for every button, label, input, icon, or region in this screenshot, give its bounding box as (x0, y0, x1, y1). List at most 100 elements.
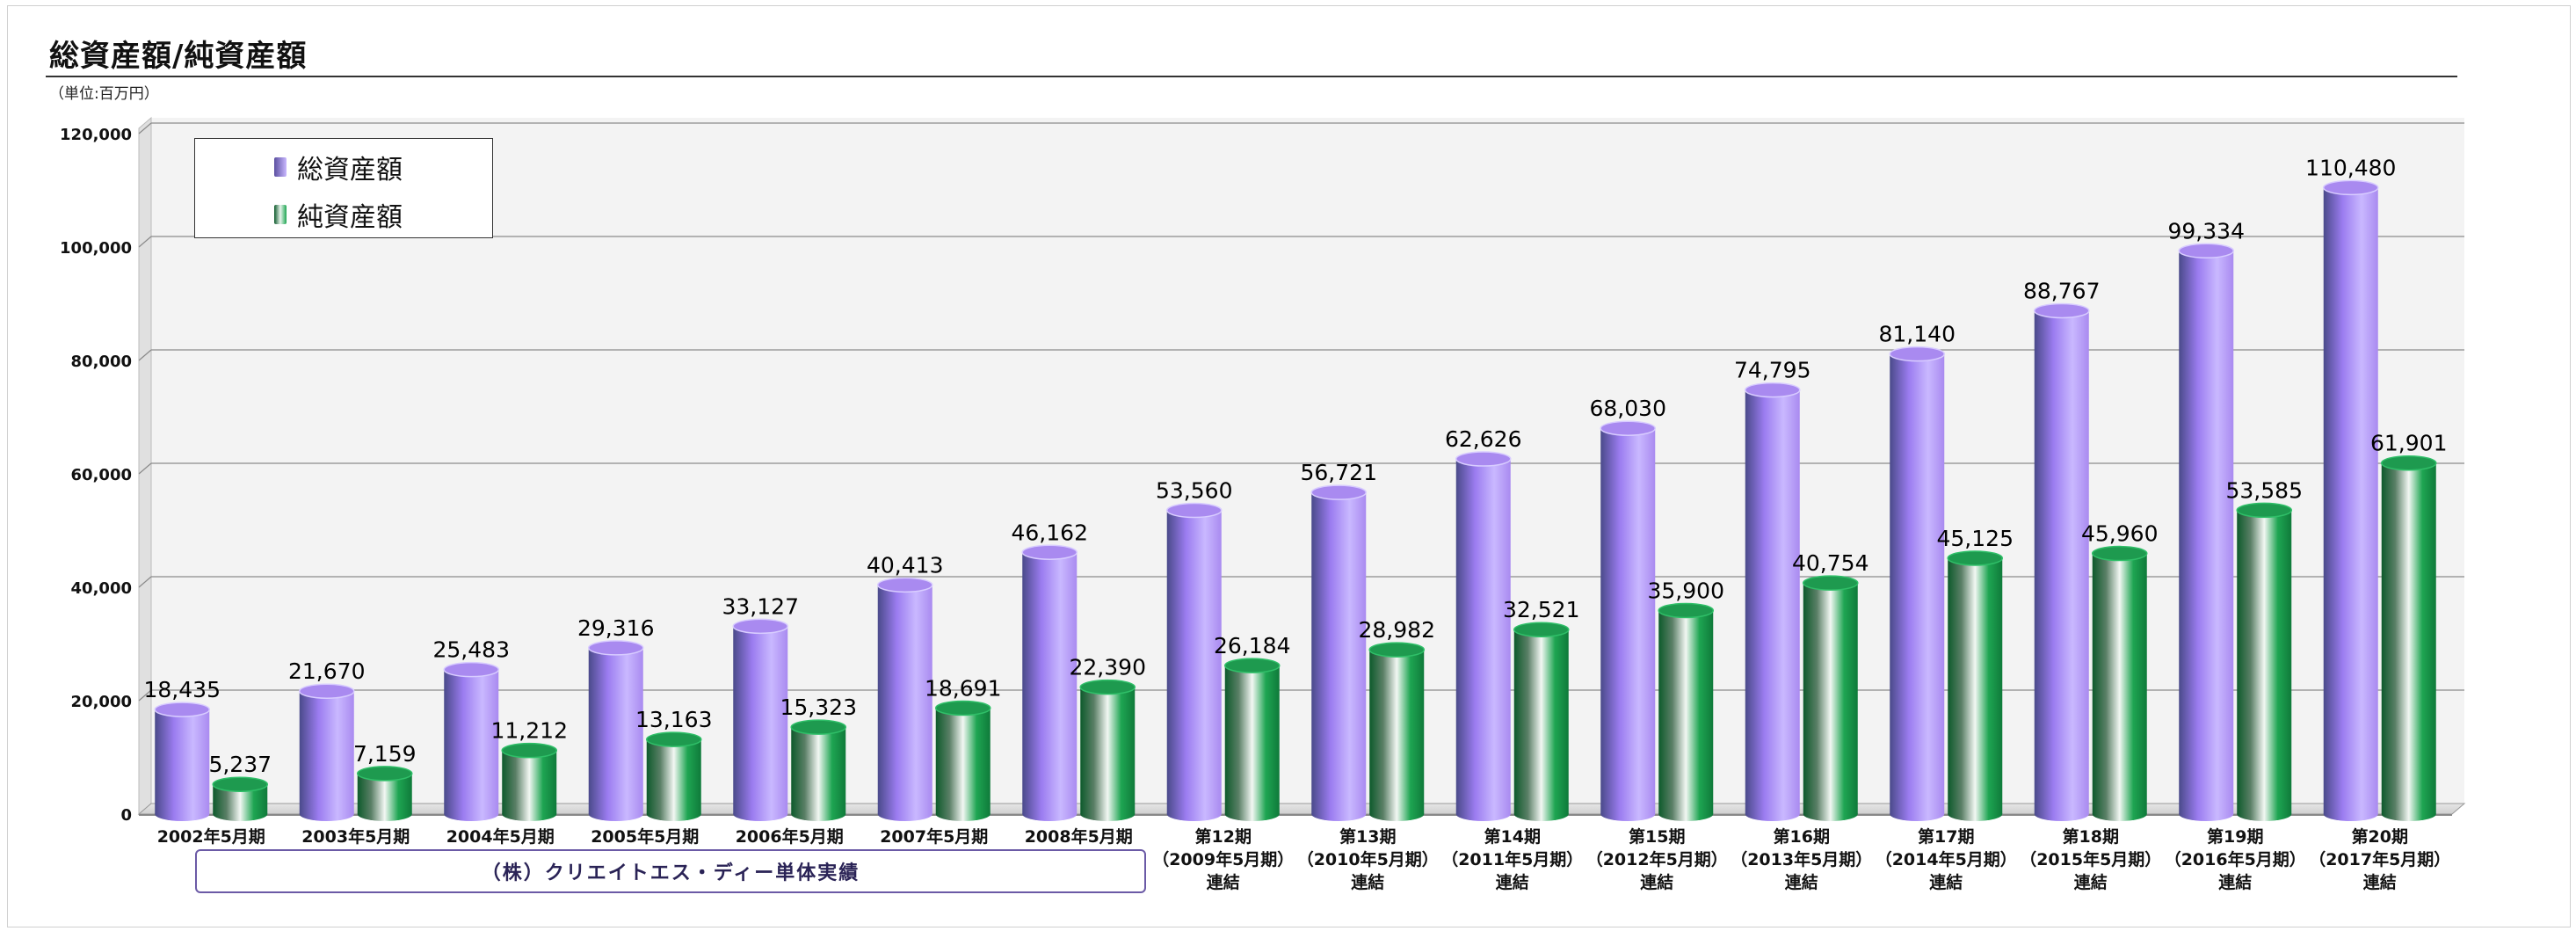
data-label: 13,163 (635, 707, 712, 732)
x-tick-label: 連結 (1929, 872, 1963, 892)
bar-net-assets-base (502, 807, 557, 821)
bar-total-assets (732, 618, 788, 821)
bar-total-assets-body (299, 691, 354, 814)
bar-net-assets (1803, 575, 1859, 821)
bar-net-assets-cap (1803, 575, 1859, 591)
chart-frame (7, 5, 2571, 927)
bar-total-assets-body (588, 647, 643, 814)
x-tick-label: 2008年5月期 (1025, 826, 1133, 847)
x-tick-label: 第19期 (2207, 826, 2263, 847)
x-tick-label: （2016年5月期） (2165, 849, 2306, 869)
bar-total-assets-base (1745, 807, 1800, 821)
bar-net-assets (1513, 622, 1570, 821)
bar-net-assets-cap (1224, 658, 1281, 673)
x-tick-label: 第15期 (1629, 826, 1685, 847)
bar-net-assets-cap (2381, 455, 2437, 471)
data-label: 74,795 (1734, 358, 1810, 383)
bar-net-assets-cap (212, 776, 268, 792)
data-label: 46,162 (1012, 520, 1088, 545)
company-note: （株）クリエイトエス・ディー単体実績 (195, 849, 1146, 893)
bar-total-assets-base (155, 807, 210, 821)
bar-total-assets-body (877, 585, 932, 814)
bar-net-assets-base (646, 807, 701, 821)
legend-item-net-assets: 純資産額 (274, 195, 403, 234)
data-label: 40,754 (1792, 550, 1869, 576)
bar-net-assets-base (2092, 807, 2147, 821)
bar-net-assets-base (2237, 807, 2292, 821)
x-tick-label: 2004年5月期 (446, 826, 555, 847)
bar-net-assets-base (1224, 807, 1280, 821)
bar-total-assets-cap (2178, 243, 2234, 259)
bar-total-assets-body (1890, 353, 1945, 815)
bar-total-assets-cap (299, 683, 355, 699)
x-tick-label: 連結 (2218, 872, 2252, 892)
x-tick-label: 第17期 (1918, 826, 1974, 847)
bar-total-assets-cap (1889, 345, 1945, 362)
y-tick-label: 100,000 (60, 239, 132, 258)
y-tick-label: 20,000 (71, 693, 132, 711)
y-axis-ticks: 0 20,000 40,000 60,000 80,000 100,000 120,000 (60, 126, 132, 825)
bar-total-assets-body (2179, 251, 2234, 815)
data-label: 33,127 (722, 593, 799, 619)
bar-net-assets-body (2092, 553, 2147, 814)
x-tick-label: 第16期 (1774, 826, 1830, 847)
bar-net-assets-cap (2236, 502, 2292, 519)
legend-swatch-net-assets (274, 205, 287, 224)
bar-total-assets (1600, 420, 1656, 821)
bar-net-assets-cap (790, 719, 846, 735)
legend-label-net-assets: 純資産額 (297, 202, 403, 233)
bar-net-assets (212, 776, 268, 821)
bar-total-assets (2034, 302, 2090, 821)
bar-net-assets-cap (1079, 679, 1136, 695)
x-tick-label: 連結 (1640, 872, 1673, 892)
data-label: 5,237 (208, 752, 272, 777)
bar-net-assets-body (502, 750, 557, 814)
x-tick-label: 連結 (2074, 872, 2108, 892)
bar-total-assets (2323, 179, 2379, 821)
x-tick-label: 連結 (1496, 872, 1529, 892)
bar-total-assets-cap (1166, 502, 1223, 519)
bar-total-assets-cap (732, 618, 788, 635)
bar-total-assets-cap (1600, 420, 1656, 436)
unit-label: （単位:百万円） (49, 85, 159, 103)
x-tick-label: （2015年5月期） (2020, 849, 2161, 869)
bar-total-assets (877, 577, 933, 821)
x-tick-label: 2003年5月期 (301, 826, 410, 847)
bar-total-assets (2178, 243, 2234, 821)
bar-net-assets (2381, 455, 2437, 821)
bar-net-assets-body (1658, 610, 1714, 814)
x-tick-label: （2010年5月期） (1297, 849, 1439, 869)
bar-net-assets (357, 766, 413, 821)
bar-total-assets-base (2323, 807, 2378, 821)
bar-total-assets-body (1022, 552, 1078, 814)
bar-total-assets (1745, 382, 1801, 821)
bar-net-assets-base (1513, 807, 1569, 821)
bar-total-assets (154, 702, 210, 821)
gridline-side (138, 462, 152, 475)
bar-net-assets-body (1080, 687, 1136, 814)
x-tick-label: （2012年5月期） (1586, 849, 1728, 869)
data-labels: 18,435 5,237 21,670 7,159 25,483 11,212 29,316… (144, 155, 2448, 777)
y-tick-label: 120,000 (60, 126, 132, 144)
data-label: 81,140 (1879, 322, 1956, 347)
data-label: 88,767 (2023, 278, 2100, 303)
bar-total-assets-body (1455, 459, 1511, 814)
bar-total-assets-body (155, 709, 210, 814)
data-label: 18,435 (144, 677, 221, 702)
bar-total-assets-base (733, 807, 788, 821)
data-label: 45,125 (1937, 526, 2014, 551)
bar-net-assets-body (2237, 510, 2292, 814)
x-tick-label: 第18期 (2063, 826, 2119, 847)
bar-total-assets-base (1890, 807, 1945, 821)
y-tick-label: 0 (120, 806, 132, 825)
data-label: 18,691 (925, 675, 1001, 701)
bar-total-assets-cap (1310, 484, 1367, 500)
y-tick-label: 80,000 (71, 353, 132, 371)
bar-net-assets-body (1948, 557, 2003, 814)
bar-total-assets (1021, 544, 1078, 821)
x-tick-label: 第13期 (1339, 826, 1396, 847)
bar-net-assets (2092, 545, 2148, 821)
bar-total-assets-cap (588, 640, 644, 656)
bar-total-assets-base (1022, 807, 1078, 821)
gridline-side (138, 122, 152, 135)
